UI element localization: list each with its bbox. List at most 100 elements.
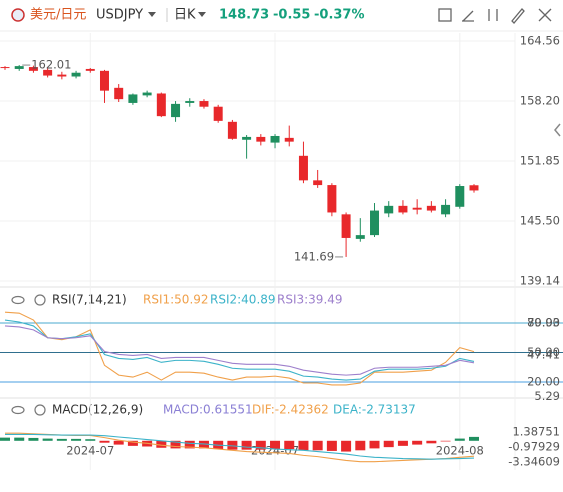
- annotation: 141.69: [294, 249, 334, 263]
- candle-body: [455, 186, 465, 207]
- legend-entry: MACD:0.61551: [163, 403, 253, 417]
- candle-body: [256, 136, 266, 142]
- candle-body: [0, 67, 10, 69]
- candle-body: [412, 207, 422, 210]
- candle-body: [71, 72, 81, 77]
- y-tick-label: 151.85: [520, 154, 560, 168]
- histogram-bar: [14, 437, 25, 441]
- histogram-bar: [369, 440, 380, 449]
- candle-body: [128, 94, 138, 103]
- candle-body: [85, 68, 95, 71]
- histogram-bar: [28, 437, 39, 441]
- change-percent: -0.37%: [314, 8, 365, 23]
- candle-body: [28, 67, 38, 71]
- flag-icon: [11, 8, 25, 22]
- candle-body: [99, 70, 109, 91]
- candle-body: [341, 214, 351, 238]
- axis-annotation: 5.29: [534, 389, 560, 403]
- y-tick-label: 20.00: [527, 375, 560, 389]
- x-tick-label: 2024-07: [66, 444, 114, 458]
- y-tick-label: 145.50: [520, 213, 560, 227]
- legend-entry: DEA:-2.73137: [333, 403, 416, 417]
- candle-body: [57, 74, 67, 77]
- candle-body: [370, 210, 380, 236]
- rsi-title: RSI(7,14,21): [52, 293, 127, 307]
- legend-entry: RSI2:40.89: [210, 293, 276, 307]
- series-line: [4, 311, 475, 386]
- eye-icon[interactable]: [11, 295, 25, 305]
- y-tick-label: 80.00: [527, 315, 560, 329]
- y-tick-label: -0.97929: [508, 440, 560, 454]
- candle-body: [298, 155, 308, 181]
- histogram-bar: [298, 440, 309, 451]
- y-tick-label: 50.00: [527, 345, 560, 359]
- legend-entry: RSI3:39.49: [277, 293, 343, 307]
- candle-body: [426, 205, 436, 211]
- histogram-bar: [170, 440, 181, 449]
- candle-body: [313, 180, 323, 186]
- candle-body: [441, 204, 451, 215]
- histogram-bar: [469, 436, 479, 441]
- candle-body: [355, 235, 365, 239]
- eye-icon[interactable]: [11, 405, 25, 415]
- histogram-bar: [397, 440, 408, 446]
- histogram-bar: [184, 440, 195, 449]
- candle-icon[interactable]: [488, 9, 498, 21]
- histogram-bar: [412, 440, 423, 445]
- candle-body: [43, 69, 53, 76]
- axis-annotation: 47.41: [527, 348, 560, 362]
- histogram-bar: [270, 440, 281, 450]
- legend-entry: DIF:-2.42362: [252, 403, 329, 417]
- symbol[interactable]: USDJPY: [96, 8, 143, 23]
- close-icon[interactable]: [538, 8, 552, 22]
- histogram-bar: [56, 438, 67, 441]
- histogram-bar: [127, 440, 138, 446]
- period[interactable]: 日K: [174, 8, 196, 23]
- histogram-bar: [326, 440, 337, 451]
- y-tick-label: 139.14: [520, 274, 560, 288]
- settings-icon[interactable]: [34, 404, 46, 416]
- histogram-bar: [42, 438, 53, 441]
- candle-body: [227, 121, 237, 139]
- histogram-bar: [241, 440, 252, 450]
- change: -0.55: [273, 8, 310, 23]
- dropdown-arrow[interactable]: [148, 12, 156, 17]
- histogram-bar: [255, 440, 266, 450]
- candle-body: [469, 185, 479, 191]
- candle-body: [284, 137, 294, 142]
- candle-body: [156, 93, 166, 117]
- y-tick-label: 1.38751: [512, 425, 560, 439]
- candle-body: [384, 205, 394, 214]
- pair-name[interactable]: 美元/日元: [30, 8, 86, 23]
- histogram-bar: [113, 440, 124, 445]
- candle-body: [185, 101, 195, 103]
- y-tick-label: 158.20: [520, 94, 560, 108]
- histogram-bar: [0, 437, 10, 441]
- header: 美元/日元 USDJPY 日K 148.73 -0.55 -0.37%: [0, 8, 563, 32]
- axis-annotation: 79.93: [527, 316, 560, 330]
- candle-body: [270, 135, 280, 143]
- settings-icon[interactable]: [34, 294, 46, 306]
- price: 148.73: [219, 8, 269, 23]
- histogram-bar: [198, 440, 209, 449]
- dropdown-arrow[interactable]: [198, 12, 206, 17]
- histogram-bar: [99, 440, 110, 443]
- candle-body: [242, 136, 252, 140]
- histogram-bar: [454, 438, 465, 441]
- candle-body: [398, 205, 408, 213]
- candle-body: [142, 92, 152, 96]
- pen-icon[interactable]: [511, 8, 525, 24]
- y-tick-label: -3.34609: [508, 455, 560, 469]
- toolbar-icon[interactable]: [438, 8, 452, 22]
- x-tick-label: 2024-08: [436, 444, 484, 458]
- draw-icon[interactable]: [462, 10, 474, 22]
- candle-body: [327, 185, 337, 213]
- candle-body: [171, 103, 181, 118]
- collapse-arrow[interactable]: [554, 123, 561, 137]
- series-line: [4, 325, 475, 376]
- histogram-bar: [71, 438, 82, 441]
- annotation: 162.01: [31, 58, 71, 72]
- candle-body: [114, 87, 124, 100]
- candle-body: [199, 101, 209, 107]
